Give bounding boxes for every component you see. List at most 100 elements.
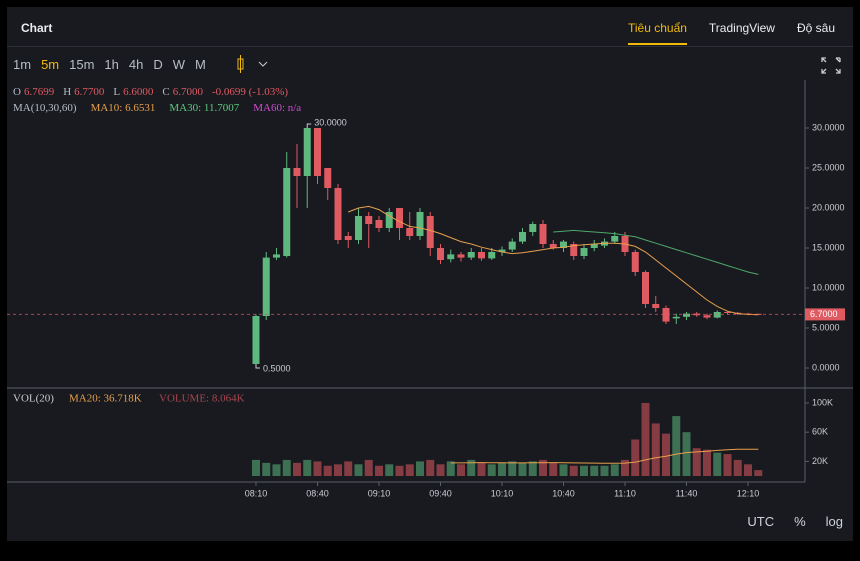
x-tick-label: 10:10 xyxy=(491,488,514,498)
x-tick-label: 10:40 xyxy=(552,488,575,498)
candle-body xyxy=(559,241,567,248)
interval[interactable]: 5m xyxy=(41,57,60,72)
interval[interactable]: D xyxy=(153,57,163,72)
volume-bar xyxy=(344,461,353,476)
volume-bar xyxy=(703,449,712,476)
y-tick-label: 15.0000 xyxy=(812,242,845,252)
ma-item: MA30: 11.7007 xyxy=(169,102,240,114)
volume-bar xyxy=(631,439,640,476)
ohlc-label: O xyxy=(13,86,21,98)
volume-bar xyxy=(579,465,588,476)
ohlc-value: 6.7000 xyxy=(172,86,203,98)
volume-bar xyxy=(282,459,291,476)
volume-bar xyxy=(754,470,763,476)
y-tick-label: 25.0000 xyxy=(812,162,845,172)
ma-line xyxy=(553,229,759,275)
candle-body xyxy=(529,224,537,232)
candle-body xyxy=(365,216,373,224)
candle-body xyxy=(406,228,414,236)
y-tick-label: 20.0000 xyxy=(812,202,845,212)
volume-bar xyxy=(528,461,537,476)
volume-bar xyxy=(436,464,445,476)
volume-bar xyxy=(467,459,476,476)
volume-bar xyxy=(600,465,609,476)
candle-body xyxy=(683,313,691,317)
intervals: 1m 5m 15m 1h 4h D W M xyxy=(13,57,206,72)
volume-bar xyxy=(682,432,691,476)
volume-bar xyxy=(590,465,599,476)
candle-body xyxy=(693,313,701,316)
candle-body xyxy=(467,252,475,258)
volume-bar xyxy=(508,461,517,476)
volume-bar xyxy=(723,454,732,476)
candle-icon[interactable] xyxy=(237,55,268,73)
y-tick-label: 10.0000 xyxy=(812,282,845,292)
volume-bar xyxy=(662,433,671,476)
footer-button[interactable]: log xyxy=(825,514,843,529)
candle-body xyxy=(447,254,455,260)
candle-body xyxy=(262,257,270,316)
candle-body xyxy=(672,316,680,319)
separator xyxy=(7,46,853,47)
candle-body xyxy=(457,254,465,258)
volume-bar xyxy=(569,465,578,476)
volume-bar xyxy=(364,459,373,476)
candle-body xyxy=(631,252,639,272)
candle-body xyxy=(611,236,619,242)
tab[interactable]: TradingView xyxy=(708,21,775,35)
tabs: Tiêu chuẩn TradingView Độ sâu xyxy=(627,21,835,45)
volume-bar xyxy=(641,402,650,476)
tab[interactable]: Độ sâu xyxy=(796,21,835,35)
candle-body xyxy=(652,304,660,308)
volume-bar xyxy=(621,459,630,476)
interval[interactable]: W xyxy=(172,57,186,72)
footer-button[interactable]: UTC xyxy=(747,514,775,529)
interval[interactable]: 1m xyxy=(13,57,32,72)
volume-bar xyxy=(354,464,363,476)
ma-line xyxy=(348,205,759,316)
volume-bar xyxy=(456,464,465,476)
volume-bar xyxy=(477,462,486,476)
interval[interactable]: M xyxy=(195,57,206,72)
interval[interactable]: 4h xyxy=(128,57,144,72)
candle-body xyxy=(324,168,332,188)
tab[interactable]: Tiêu chuẩn xyxy=(627,21,687,45)
low-pointer xyxy=(255,364,260,369)
candle-body xyxy=(344,236,352,240)
footer-button[interactable]: % xyxy=(794,514,806,529)
candle-body xyxy=(642,272,650,304)
volume-bar xyxy=(323,465,332,476)
candle-body xyxy=(518,232,526,242)
volume-legend: VOLUME: 8.064K xyxy=(159,393,245,405)
expand-icon[interactable] xyxy=(821,57,841,74)
y-tick-label: 100K xyxy=(812,397,833,407)
volume-ma-line xyxy=(450,448,759,464)
ma-item: MA60: n/a xyxy=(253,102,302,114)
chart: 0.0000 5.0000 10.0000 15.0000 20.0000 25.0000… xyxy=(7,55,853,498)
candle-body xyxy=(375,220,383,228)
x-tick-label: 12:10 xyxy=(737,488,760,498)
candle-body xyxy=(498,249,506,252)
candle-body xyxy=(354,216,362,240)
volume-bar xyxy=(610,464,619,476)
volume-bar xyxy=(313,461,322,476)
ohlc-info: O 6.7699 H 6.7700 L 6.6000 C 6.7000 -0.0699 (-1.… xyxy=(13,86,288,98)
interval[interactable]: 1h xyxy=(104,57,119,72)
candle-body xyxy=(662,308,670,322)
x-tick-label: 11:10 xyxy=(614,488,636,498)
interval[interactable]: 15m xyxy=(69,57,95,72)
candle-body xyxy=(334,188,342,240)
y-tick-label: 5.0000 xyxy=(812,322,840,332)
volume-bar xyxy=(426,459,435,476)
ohlc-label: H xyxy=(63,86,72,98)
candle-body xyxy=(426,216,434,248)
x-tick-label: 09:10 xyxy=(368,488,391,498)
candle-body xyxy=(580,248,588,256)
volume-bar xyxy=(303,459,312,476)
x-tick-label: 08:10 xyxy=(245,488,268,498)
volume-bar xyxy=(405,464,414,476)
volume-bar xyxy=(733,459,742,476)
ohlc-label: L xyxy=(113,86,121,98)
volume-bar xyxy=(251,459,260,476)
candle-body xyxy=(477,252,485,259)
